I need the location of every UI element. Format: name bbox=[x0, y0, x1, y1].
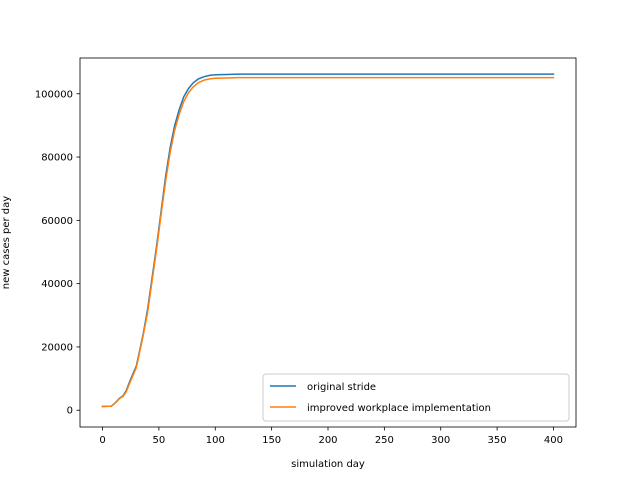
plot-area-frame bbox=[79, 57, 577, 428]
legend-box bbox=[262, 373, 570, 422]
series-line-2 bbox=[101, 76, 555, 408]
y-tick-label: 80000 bbox=[41, 153, 73, 164]
x-tick-label: 150 bbox=[262, 435, 281, 446]
x-tick-label: 200 bbox=[318, 435, 337, 446]
x-tick-label: 50 bbox=[153, 435, 166, 446]
x-tick-label: 400 bbox=[544, 435, 563, 446]
legend-label-original-stride: original stride bbox=[307, 382, 376, 393]
legend: original stride improved workplace imple… bbox=[262, 373, 570, 422]
x-tick-label: 350 bbox=[488, 435, 507, 446]
plot-lines bbox=[101, 73, 555, 408]
x-tick-label: 250 bbox=[375, 435, 394, 446]
y-tick-label: 100000 bbox=[35, 89, 73, 100]
y-tick-label: 20000 bbox=[41, 342, 73, 353]
y-tick-label: 60000 bbox=[41, 216, 73, 227]
x-tick-label: 0 bbox=[99, 435, 105, 446]
y-tick-label: 40000 bbox=[41, 279, 73, 290]
x-axis-ticks: 0 50 100 150 200 250 300 350 400 bbox=[99, 427, 563, 446]
y-axis-ticks: 0 20000 40000 60000 80000 100000 bbox=[35, 89, 80, 417]
x-axis-label: simulation day bbox=[291, 459, 365, 470]
x-tick-label: 300 bbox=[431, 435, 450, 446]
legend-label-improved-workplace: improved workplace implementation bbox=[307, 403, 491, 414]
x-tick-label: 100 bbox=[206, 435, 225, 446]
y-axis-label: new cases per day bbox=[1, 196, 12, 289]
y-tick-label: 0 bbox=[67, 406, 73, 417]
